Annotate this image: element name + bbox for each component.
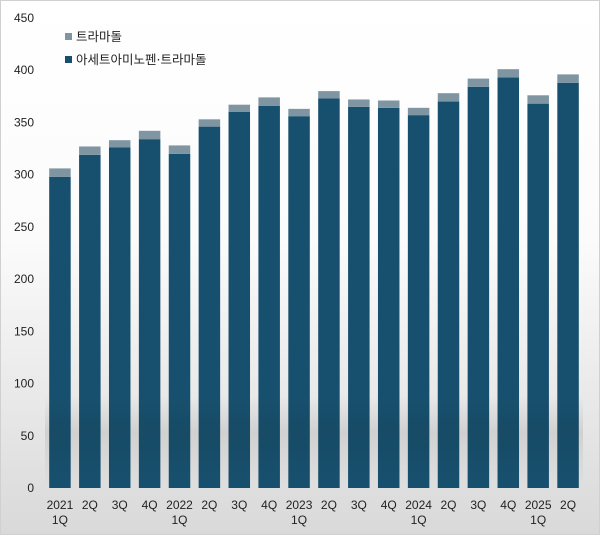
- bar-segment-s0-c9: [318, 98, 340, 489]
- bar-segment-s0-c8: [288, 116, 310, 489]
- bar-segment-s1-c8: [288, 108, 310, 117]
- bar-segment-s1-c5: [198, 119, 221, 127]
- y-tick-label: 300: [14, 168, 34, 182]
- bar-segment-s1-c12: [407, 107, 430, 116]
- bar-segment-s0-c7: [258, 105, 280, 488]
- x-tick-label: 2023: [286, 498, 313, 512]
- bar-segment-s0-c14: [467, 86, 490, 489]
- bar-segment-s0-c12: [407, 115, 430, 488]
- y-axis: 0 50 100 150 200 250 300 350 400 450: [14, 11, 34, 495]
- bar-segment-s1-c7: [258, 97, 280, 106]
- x-tick-label: 2021: [47, 498, 74, 512]
- y-tick-label: 250: [14, 220, 34, 234]
- bar-segment-s1-c16: [527, 95, 549, 104]
- x-tick-label: 1Q: [171, 513, 187, 527]
- x-tick-label: 3Q: [470, 498, 486, 512]
- x-tick-label: 2Q: [560, 498, 576, 512]
- y-tick-label: 200: [14, 272, 34, 286]
- x-tick-label: 1Q: [530, 513, 546, 527]
- bar-segment-s0-c6: [228, 112, 251, 488]
- y-tick-label: 150: [14, 324, 34, 338]
- y-tick-label: 0: [27, 481, 34, 495]
- y-tick-label: 450: [14, 11, 34, 25]
- x-tick-label: 1Q: [291, 513, 307, 527]
- bar-segment-s1-c6: [228, 104, 251, 112]
- legend-label: 트라마돌: [76, 29, 122, 44]
- bar-segment-s1-c2: [108, 140, 131, 148]
- bar-segment-s1-c0: [49, 168, 71, 177]
- x-tick-label: 2022: [166, 498, 193, 512]
- x-tick-label: 2025: [525, 498, 552, 512]
- bar-segment-s0-c13: [437, 101, 460, 488]
- bar-segment-s1-c9: [318, 91, 340, 99]
- y-tick-label: 400: [14, 63, 34, 77]
- bar-segment-s0-c11: [377, 107, 400, 488]
- y-tick-label: 350: [14, 115, 34, 129]
- y-tick-label: 100: [14, 377, 34, 391]
- bar-segment-s1-c3: [138, 130, 161, 140]
- x-tick-label: 2Q: [321, 498, 337, 512]
- bar-segment-s0-c10: [348, 106, 370, 488]
- y-tick-label: 50: [21, 429, 35, 443]
- bar-segment-s1-c17: [557, 74, 579, 83]
- legend-swatch: [65, 33, 72, 40]
- x-tick-label: 4Q: [261, 498, 277, 512]
- bar-series: [45, 69, 583, 489]
- bar-segment-s1-c10: [348, 99, 370, 107]
- x-tick-label: 4Q: [500, 498, 516, 512]
- x-tick-label: 4Q: [142, 498, 158, 512]
- legend-label: 아세트아미노펜·트라마돌: [76, 52, 206, 67]
- x-tick-label: 2024: [405, 498, 432, 512]
- bar-segment-s1-c4: [168, 145, 191, 154]
- x-tick-label: 1Q: [52, 513, 68, 527]
- bar-segment-s1-c11: [377, 100, 400, 108]
- legend-swatch: [65, 56, 72, 63]
- bar-segment-s0-c17: [557, 82, 579, 488]
- x-tick-label: 3Q: [231, 498, 247, 512]
- bar-segment-s1-c14: [467, 78, 490, 87]
- x-tick-label: 2Q: [201, 498, 217, 512]
- x-tick-label: 2Q: [82, 498, 98, 512]
- bar-segment-s0-c15: [497, 77, 520, 488]
- bar-segment-s1-c15: [497, 69, 520, 78]
- bar-segment-s1-c1: [79, 146, 101, 155]
- x-tick-label: 3Q: [351, 498, 367, 512]
- bar-segment-s0-c16: [527, 103, 549, 488]
- bar-segment-s1-c13: [437, 93, 460, 102]
- floor-reflection: [45, 396, 583, 486]
- x-tick-label: 4Q: [381, 498, 397, 512]
- x-tick-label: 3Q: [112, 498, 128, 512]
- x-tick-label: 2Q: [440, 498, 456, 512]
- x-tick-label: 1Q: [411, 513, 427, 527]
